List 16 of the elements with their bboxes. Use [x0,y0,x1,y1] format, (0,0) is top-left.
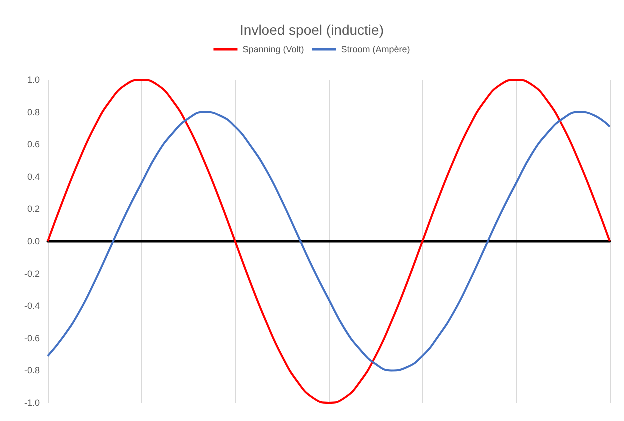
y-tick-label: -0.2 [24,268,40,279]
legend-label: Spanning (Volt) [242,44,304,54]
y-tick-label: 0.2 [27,204,40,214]
y-tick-label: -1.0 [24,398,40,408]
y-tick-label: -0.6 [24,333,40,344]
line-series [47,79,611,404]
y-tick-label: -0.8 [24,366,40,376]
y-tick-label: 0.8 [27,107,40,118]
y-tick-label: 0.0 [27,236,40,246]
y-tick-label: 1.0 [27,75,40,85]
y-tick-label: -0.4 [24,301,40,312]
y-tick-label: 0.6 [27,140,40,150]
legend-label: Stroom (Ampère) [341,44,410,54]
line-series [47,111,611,372]
chart-title: Invloed spoel (inductie) [240,22,384,38]
y-tick-label: 0.4 [27,172,40,182]
